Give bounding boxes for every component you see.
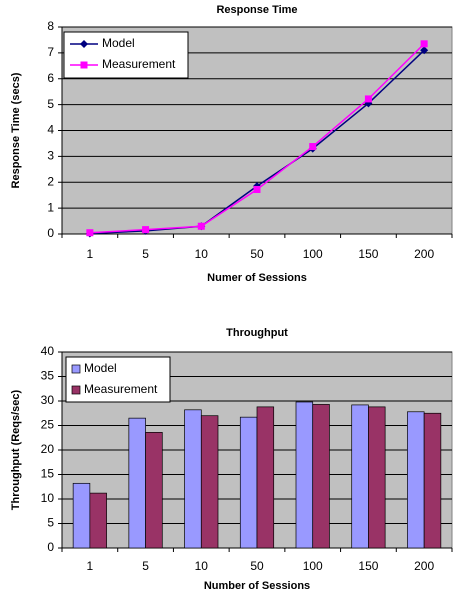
y-tick-label: 4 <box>47 123 54 137</box>
chart-title: Throughput <box>226 327 288 339</box>
y-tick-label: 3 <box>47 149 54 163</box>
legend-label: Model <box>102 36 135 50</box>
bar <box>184 409 202 549</box>
y-tick-label: 1 <box>47 200 54 214</box>
bar <box>312 404 330 549</box>
bar <box>128 417 146 549</box>
y-tick-label: 20 <box>41 442 55 456</box>
legend-label: Measurement <box>84 382 158 396</box>
legend-label: Measurement <box>102 57 176 71</box>
y-tick-label: 35 <box>41 369 55 383</box>
x-tick-label: 10 <box>195 247 209 261</box>
y-tick-label: 2 <box>47 174 54 188</box>
x-tick-label: 200 <box>414 247 434 261</box>
x-tick-label: 100 <box>303 559 323 573</box>
bar <box>407 411 425 549</box>
bar <box>368 406 386 549</box>
x-tick-label: 1 <box>87 559 94 573</box>
point <box>420 46 429 55</box>
y-tick-label: 8 <box>47 19 54 33</box>
bar <box>351 404 369 549</box>
legend-marker <box>80 40 88 48</box>
bar <box>72 482 91 549</box>
y-tick-label: 0 <box>47 540 54 554</box>
y-tick-label: 40 <box>41 344 55 358</box>
bar <box>89 492 107 549</box>
point <box>142 226 150 234</box>
point <box>420 40 428 48</box>
x-axis-label: Number of Sessions <box>204 580 310 592</box>
bar <box>295 401 314 549</box>
point <box>364 95 372 103</box>
y-tick-label: 0 <box>47 226 54 240</box>
x-tick-label: 10 <box>195 559 209 573</box>
bar <box>423 412 442 549</box>
legend <box>63 31 189 79</box>
y-tick-label: 15 <box>41 467 55 481</box>
x-tick-label: 5 <box>142 247 149 261</box>
point <box>253 185 261 193</box>
x-tick-label: 50 <box>250 559 264 573</box>
y-tick-label: 5 <box>47 97 54 111</box>
y-tick-label: 7 <box>47 45 54 59</box>
legend-swatch <box>71 385 81 395</box>
y-tick-label: 30 <box>41 393 55 407</box>
chart-title: Response Time <box>216 4 297 16</box>
bar <box>239 416 258 549</box>
bar <box>145 432 163 549</box>
x-tick-label: 200 <box>414 559 434 573</box>
y-tick-label: 5 <box>47 516 54 530</box>
legend-label: Model <box>84 361 117 375</box>
point <box>197 222 205 230</box>
bar <box>200 415 219 549</box>
legend <box>65 356 171 403</box>
y-tick-label: 10 <box>41 491 55 505</box>
y-axis-label: Response Time (secs) <box>10 72 22 188</box>
x-tick-label: 150 <box>358 559 378 573</box>
y-axis-label: Throughput (Reqs/sec) <box>10 389 22 510</box>
point <box>86 229 94 237</box>
x-tick-label: 50 <box>250 247 264 261</box>
legend-marker <box>80 61 88 69</box>
point <box>309 143 317 151</box>
x-tick-label: 150 <box>358 247 378 261</box>
legend-swatch <box>71 364 81 374</box>
x-axis-label: Numer of Sessions <box>207 272 307 284</box>
x-tick-label: 1 <box>87 247 94 261</box>
y-tick-label: 25 <box>41 418 55 432</box>
y-tick-label: 6 <box>47 71 54 85</box>
bar <box>256 406 275 549</box>
x-tick-label: 5 <box>142 559 149 573</box>
x-tick-label: 100 <box>303 247 323 261</box>
